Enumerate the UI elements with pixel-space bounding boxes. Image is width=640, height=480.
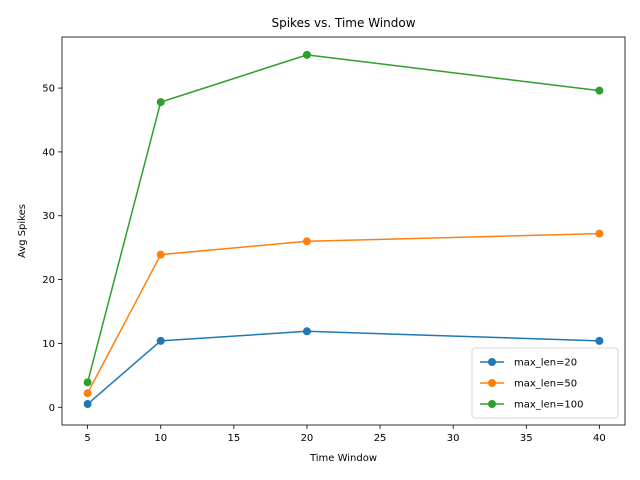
data-point <box>156 250 165 259</box>
x-tick-label: 5 <box>84 433 90 444</box>
data-point <box>595 86 604 95</box>
data-point <box>156 336 165 345</box>
legend-swatch-marker <box>488 358 496 366</box>
data-point <box>302 50 311 59</box>
x-tick-label: 15 <box>227 433 240 444</box>
legend: max_len=20 max_len=50 max_len=100 <box>471 347 619 419</box>
data-point <box>83 400 92 409</box>
y-tick-label: 20 <box>42 275 55 286</box>
chart-title: Spikes vs. Time Window <box>271 16 415 30</box>
series-1 <box>83 327 604 409</box>
x-tick-label: 20 <box>301 433 314 444</box>
x-tick-label: 40 <box>593 433 606 444</box>
series-2 <box>83 229 604 398</box>
series-3 <box>83 50 604 387</box>
y-axis-title: Avg Spikes <box>17 204 28 258</box>
legend-item: max_len=100 <box>480 400 584 411</box>
data-point <box>595 336 604 345</box>
y-tick-label: 30 <box>42 211 55 222</box>
series-line <box>87 330 600 405</box>
data-point <box>83 389 92 398</box>
legend-swatch-marker <box>488 379 496 387</box>
data-point <box>595 229 604 238</box>
legend-label: max_len=20 <box>514 358 577 369</box>
data-point <box>83 378 92 387</box>
y-tick-label: 0 <box>49 403 55 414</box>
plot-frame <box>61 36 626 426</box>
x-tick-label: 10 <box>154 433 167 444</box>
data-point <box>302 237 311 246</box>
series-line <box>86 54 600 383</box>
y-tick-label: 50 <box>42 84 55 95</box>
y-tick-label: 40 <box>42 147 55 158</box>
series-line <box>86 232 600 394</box>
legend-box <box>471 347 619 419</box>
data-point <box>302 327 311 336</box>
plot-area: 5 10 15 20 25 30 35 40 0 10 20 30 40 50 <box>42 36 626 444</box>
x-tick-label: 30 <box>447 433 460 444</box>
legend-swatch-marker <box>488 400 496 408</box>
data-point <box>156 98 165 107</box>
x-tick-label: 35 <box>520 433 533 444</box>
x-tick-label: 25 <box>374 433 387 444</box>
y-tick-label: 10 <box>42 339 55 350</box>
legend-item: max_len=50 <box>480 379 577 390</box>
legend-item: max_len=20 <box>480 358 577 369</box>
legend-label: max_len=50 <box>514 379 577 390</box>
x-axis-title: Time Window <box>309 453 377 464</box>
legend-label: max_len=100 <box>514 400 584 411</box>
